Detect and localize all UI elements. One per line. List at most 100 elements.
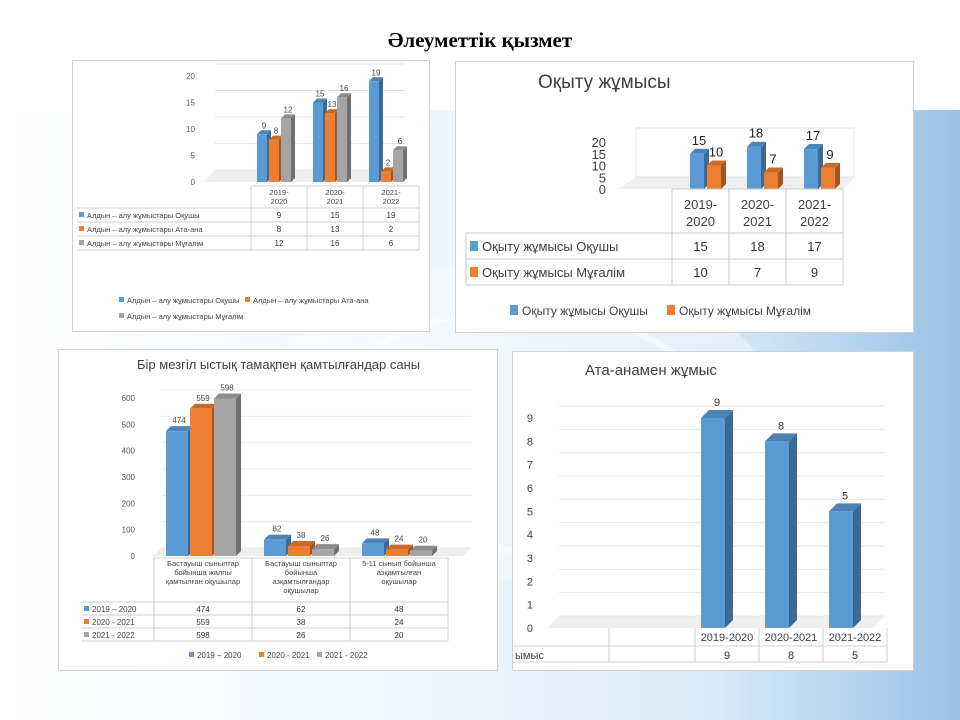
table-cell: 9	[277, 211, 282, 220]
table-legend-key	[470, 241, 478, 251]
legend-label: 2019 – 2020	[197, 651, 242, 660]
data-label: 16	[340, 84, 349, 93]
data-label: 559	[196, 394, 210, 403]
table-cell: 8	[788, 650, 794, 662]
table-series-name: ымыс	[515, 650, 544, 662]
x-tick-label: азқамтылғандар	[272, 577, 329, 586]
table-cell: 2	[389, 225, 394, 234]
x-tick-label: 2021	[743, 214, 772, 229]
legend-key	[189, 652, 194, 657]
x-tick-label: 2021-	[381, 188, 401, 197]
legend-key	[667, 305, 675, 315]
table-series-name: 2019 – 2020	[92, 605, 137, 614]
table-series-name: 2020 - 2021	[92, 618, 135, 627]
bar-side	[835, 162, 840, 189]
x-tick-label: 2020-2021	[765, 632, 818, 644]
bar-top	[190, 403, 217, 409]
legend-label: Оқыту жұмысы Оқушы	[522, 304, 648, 318]
bar-top	[257, 130, 271, 135]
y-tick-label: 10	[592, 159, 606, 174]
table-legend-key	[79, 212, 84, 217]
y-tick-label: 15	[186, 99, 195, 108]
data-label: 8	[274, 127, 279, 136]
bar	[804, 149, 818, 189]
bar	[386, 549, 408, 556]
y-tick-label: 15	[592, 147, 606, 162]
bar-top	[214, 393, 241, 399]
table-cell: 9	[724, 650, 730, 662]
legend-key	[510, 305, 518, 315]
bar	[312, 549, 334, 556]
y-tick-label: 10	[186, 125, 195, 134]
table-cell: 18	[750, 239, 764, 254]
bar-top	[690, 148, 709, 154]
table-cell: 62	[297, 605, 306, 614]
bar-top	[166, 426, 193, 432]
legend-label: Алдын – алу жұмыстары Мұғалім	[127, 312, 243, 321]
legend-label: 2021 - 2022	[325, 651, 368, 660]
bar-side	[379, 77, 383, 182]
bar	[707, 165, 721, 189]
table-cell: 7	[754, 265, 761, 280]
data-label: 48	[371, 528, 380, 537]
bar	[747, 146, 761, 189]
legend-label: Оқыту жұмысы Мұғалім	[679, 304, 811, 318]
bar	[190, 408, 212, 556]
table-cell: 24	[395, 618, 404, 627]
bar-top	[312, 544, 339, 550]
y-tick-label: 5	[599, 170, 606, 185]
data-label: 15	[316, 90, 325, 99]
x-tick-label: 2019-2020	[701, 632, 754, 644]
legend-key	[119, 313, 124, 318]
bar	[690, 153, 704, 189]
bar	[264, 539, 286, 556]
table-series-name: Оқыту жұмысы Оқушы	[482, 239, 618, 254]
bar-side	[432, 545, 437, 556]
x-tick-label: қамтылған оқушылар	[166, 577, 240, 586]
table-cell: 474	[196, 605, 210, 614]
legend-label: Алдын – алу жұмыстары Оқушы	[127, 296, 240, 305]
data-label: 15	[692, 133, 706, 148]
x-tick-label: бойынша	[285, 568, 318, 577]
bar	[214, 398, 236, 556]
data-label: 5	[842, 490, 848, 502]
bar-side	[291, 114, 295, 182]
bar-top	[765, 433, 797, 442]
table-cell: 12	[275, 239, 284, 248]
y-tick-label: 300	[122, 473, 136, 482]
chart-title: Ата-анамен жұмыс	[585, 362, 717, 379]
data-label: 38	[297, 531, 306, 540]
bar	[288, 545, 310, 556]
bar-top	[829, 503, 861, 512]
bar-top	[313, 98, 327, 103]
data-label: 2	[386, 158, 391, 167]
table-cell: 15	[331, 211, 340, 220]
x-tick-label: 2021	[327, 197, 344, 206]
legend-label: Алдын – алу жұмыстары Ата-ана	[253, 296, 369, 305]
bar-side	[236, 393, 241, 556]
chart-floor	[618, 177, 854, 189]
data-label: 19	[372, 68, 381, 77]
table-cell: 8	[277, 225, 282, 234]
legend-key	[259, 652, 264, 657]
table-cell: 17	[807, 239, 821, 254]
bar-side	[778, 167, 783, 189]
bar	[313, 102, 323, 182]
bar-side	[334, 544, 339, 556]
y-tick-label: 20	[592, 135, 606, 150]
table-cell: 5	[852, 650, 858, 662]
bar-top	[804, 144, 823, 150]
bar	[381, 171, 391, 182]
bar-top	[269, 135, 283, 140]
x-tick-label: оқушылар	[381, 577, 416, 586]
y-tick-label: 1	[527, 600, 533, 612]
table-legend-key	[84, 619, 89, 624]
table-legend-key	[84, 632, 89, 637]
bar	[257, 134, 267, 182]
table-legend-key	[470, 267, 478, 277]
x-tick-label: 2019-	[269, 188, 289, 197]
chart-preventive-work: 0 5 10 15 20 9 8 12 15 13 16 19 2 6 2019- 2020 2020- 2021…	[72, 60, 430, 332]
bar-top	[410, 545, 437, 551]
slide-title: Әлеуметтік қызмет	[387, 28, 573, 52]
